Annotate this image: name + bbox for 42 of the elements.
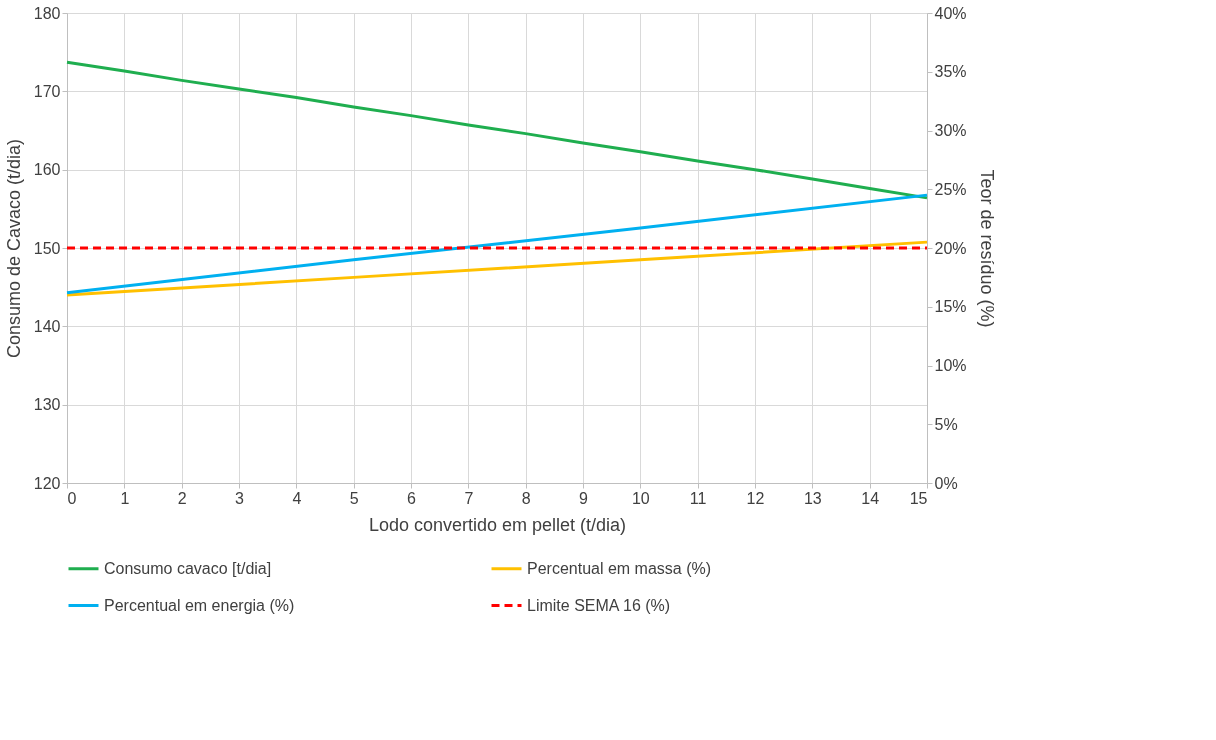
x-tick-label: 5 (349, 489, 359, 507)
x-tick-label: 9 (579, 489, 589, 507)
y2-tick-label: 0% (934, 474, 958, 492)
legend-label: Limite SEMA 16 (%) (527, 596, 671, 614)
y2-tick-label: 30% (934, 122, 967, 139)
x-tick-label: 1 (120, 489, 130, 507)
line-series (65, 240, 929, 297)
y2-tick-label: 40% (934, 4, 967, 22)
x-tick-label: 7 (464, 489, 474, 507)
y-tick-label: 120 (33, 474, 61, 492)
x-tick-label: 0 (67, 489, 77, 507)
x-axis-title: Lodo convertido em pellet (t/dia) (368, 514, 627, 535)
line-series (65, 193, 929, 295)
x-tick-label: 13 (803, 489, 822, 507)
legend-label: Percentual em energia (%) (104, 596, 295, 614)
y2-tick-label: 5% (934, 415, 958, 433)
y2-tick-label: 10% (934, 357, 967, 374)
x-tick-label: 10 (631, 489, 650, 507)
y-tick-label: 160 (33, 161, 61, 179)
y-tick-label: 180 (33, 4, 61, 22)
x-tick-label: 3 (235, 489, 245, 507)
line-series (65, 60, 929, 200)
y2-tick-label: 25% (934, 180, 967, 198)
y-tick-label: 170 (33, 82, 61, 100)
x-tick-label: 14 (861, 489, 880, 507)
y2-tick-label: 15% (934, 298, 967, 316)
y-tick-label: 150 (33, 239, 61, 257)
y-tick-label: 140 (33, 317, 61, 335)
x-tick-label: 4 (292, 489, 302, 507)
legend-label: Percentual em massa (%) (527, 559, 712, 577)
x-tick-label: 8 (521, 489, 531, 507)
x-tick-label: 15 (909, 489, 928, 507)
legend-label: Consumo cavaco [t/dia] (104, 559, 272, 577)
y2-tick-label: 35% (934, 63, 967, 81)
x-tick-label: 6 (407, 489, 417, 507)
y-tick-label: 130 (33, 396, 61, 414)
x-tick-label: 11 (689, 489, 707, 507)
y2-tick-label: 20% (934, 239, 967, 257)
x-tick-label: 12 (746, 489, 765, 507)
y2-axis-title: Teor de resíduo (%) (976, 169, 997, 328)
y-axis-title: Consumo de Cavaco (t/dia) (3, 138, 24, 359)
x-tick-label: 2 (177, 489, 187, 507)
